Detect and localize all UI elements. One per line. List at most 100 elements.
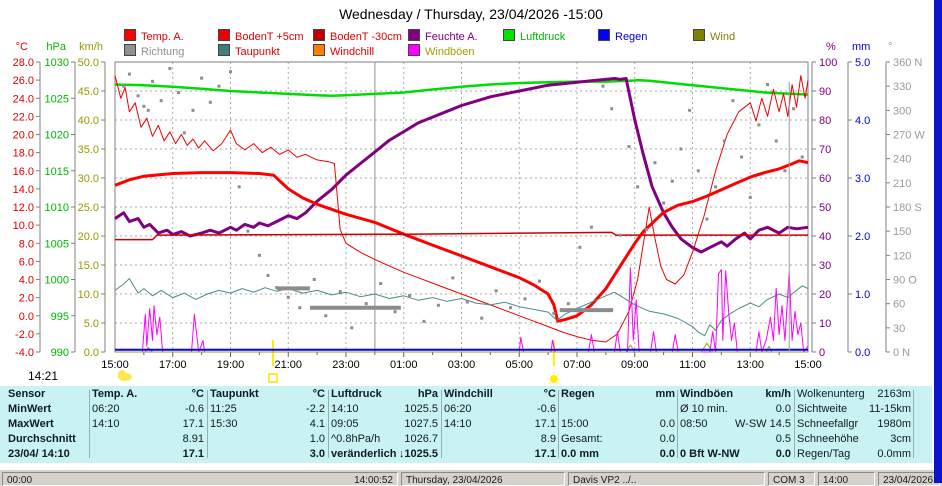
tick-label-direction: 270 W xyxy=(893,130,925,142)
table-section-luftdruck-row1: 09:05 1027.5 xyxy=(331,418,438,432)
cloud-icon xyxy=(118,370,126,378)
tick-label-temp: 20.0 xyxy=(13,130,34,142)
tick-label-direction: 150 xyxy=(893,226,911,238)
tick-label-wind: 40.0 xyxy=(78,115,99,127)
legend-label: Regen xyxy=(615,31,648,43)
table-section-windb-en-row2: 0.5 xyxy=(680,433,791,447)
series-richtung-dot xyxy=(740,155,744,159)
series-richtung-dot xyxy=(748,195,752,199)
table-section-temp-a--header-value: °C xyxy=(191,388,204,400)
table-section-regen-header-value: mm xyxy=(655,388,675,400)
tick-label-direction: 120 xyxy=(893,250,911,262)
table-section-extra-row0-label: Wolkenunterg xyxy=(797,388,865,400)
table-section-windb-en-row1-label: 08:50 xyxy=(680,418,708,430)
series-richtung-dot xyxy=(670,179,674,183)
tick-label-temp: 6.0 xyxy=(19,256,34,268)
table-divider xyxy=(913,390,914,458)
tick-label-temp: 4.0 xyxy=(19,275,34,287)
legend-item-wind[interactable]: Wind xyxy=(693,29,735,43)
tick-label-wind: 30.0 xyxy=(78,173,99,185)
tick-label-temp: 10.0 xyxy=(13,220,34,232)
legend-item-taupunkt[interactable]: Taupunkt xyxy=(218,44,280,58)
legend-item-temp-a-[interactable]: Temp. A. xyxy=(124,29,184,43)
legend-label: Temp. A. xyxy=(141,31,184,43)
legend-label: BodenT -30cm xyxy=(330,31,402,43)
legend-swatch xyxy=(598,29,610,41)
x-tick-label: 15:00 xyxy=(101,359,129,371)
series-richtung-dot xyxy=(298,306,302,310)
tick-label-wind: 0.0 xyxy=(84,347,99,359)
legend-item-luftdruck[interactable]: Luftdruck xyxy=(503,29,565,43)
table-section-temp-a--row3-value: 17.1 xyxy=(182,448,204,460)
series-richtung-dot xyxy=(783,169,787,173)
sun-icon xyxy=(549,375,558,383)
series-richtung-dot xyxy=(636,185,640,189)
weather-chart[interactable]: 28.0 26.0 24.0 22.0 20.0 18.0 16.0 14.0 12.0 10.0… xyxy=(0,0,942,400)
table-section-luftdruck-row0: 14:10 1025.5 xyxy=(331,403,438,417)
tick-label-direction: 180 S xyxy=(893,202,922,214)
tick-label-rain: 5.0 xyxy=(855,57,870,69)
tick-label-wind: 25.0 xyxy=(78,202,99,214)
table-section-windchill-header: Windchill °C xyxy=(444,388,556,402)
table-section-windb-en-row2-value: 0.5 xyxy=(775,433,791,445)
table-divider xyxy=(677,390,678,458)
tick-label-pressure: 1015 xyxy=(45,166,69,178)
table-section-extra-row4: Regen/Tag 0.0mm xyxy=(797,448,911,462)
tick-label-direction: 330 xyxy=(893,81,911,93)
table-section-windb-en-row1: 08:50 W-SW 14.5 xyxy=(680,418,791,432)
x-tick-label: 19:00 xyxy=(217,359,245,371)
tick-label-wind: 50.0 xyxy=(78,57,99,69)
table-section-extra-row0: Wolkenunterg 2163m xyxy=(797,388,911,402)
series-richtung-dot xyxy=(705,217,709,221)
tick-label-wind: 45.0 xyxy=(78,86,99,98)
series-bodent-5cm xyxy=(114,75,809,343)
series-richtung-dot xyxy=(688,108,692,112)
series-richtung-dot xyxy=(286,295,290,299)
legend-item-bodent-30cm[interactable]: BodenT -30cm xyxy=(313,29,402,43)
table-section-windb-en-header: Windböen km/h xyxy=(680,388,791,402)
table-section-regen-row3: 0.0 mm 0.0 xyxy=(561,448,675,462)
table-section-windchill-header-label: Windchill xyxy=(444,388,493,400)
tick-label-temp: -4.0 xyxy=(15,347,34,359)
x-tick-label: 23:00 xyxy=(332,359,360,371)
x-tick-label: 09:00 xyxy=(621,359,649,371)
tick-label-humidity: 90 xyxy=(819,86,831,98)
table-section-regen-row1-value: 0.0 xyxy=(659,418,675,430)
sun-ray xyxy=(557,373,560,376)
legend-swatch xyxy=(124,29,136,41)
table-divider xyxy=(794,390,795,458)
legend-swatch xyxy=(218,29,230,41)
tick-label-temp: 16.0 xyxy=(13,166,34,178)
table-section-temp-a--row2: 8.91 xyxy=(92,433,204,447)
legend-item-windchill[interactable]: Windchill xyxy=(313,44,374,58)
x-tick-label: 13:00 xyxy=(736,359,764,371)
legend-item-bodent-5cm[interactable]: BodenT +5cm xyxy=(218,29,304,43)
legend-label: Richtung xyxy=(141,46,185,58)
table-section-taupunkt-row0-label: 11:25 xyxy=(210,403,237,415)
series-richtung-dot xyxy=(408,294,412,298)
legend-item-richtung[interactable]: Richtung xyxy=(124,44,185,58)
table-section-regen-row3-label: 0.0 mm xyxy=(561,448,599,460)
legend-item-windb-en[interactable]: Windböen xyxy=(408,44,475,58)
tick-label-temp: 2.0 xyxy=(19,293,34,305)
sun-ray xyxy=(548,382,551,385)
series-richtung-dot xyxy=(182,131,186,135)
table-section-temp-a--row0-value: -0.6 xyxy=(185,403,204,415)
chart-title: Wednesday / Thursday, 23/04/2026 -15:00 xyxy=(339,6,603,22)
series-richtung-dot xyxy=(237,185,241,189)
legend-item-feuchte-a-[interactable]: Feuchte A. xyxy=(408,29,478,43)
table-section-regen-row0 xyxy=(561,403,675,417)
x-tick-label: 21:00 xyxy=(274,359,302,371)
series-richtung-dot xyxy=(662,201,666,205)
series-richtung-dot xyxy=(266,273,270,277)
table-section-regen-row2: Gesamt: 0.0 xyxy=(561,433,675,447)
table-section-windchill-row0-label: 06:20 xyxy=(444,403,472,415)
legend-item-regen[interactable]: Regen xyxy=(598,29,648,43)
legend-swatch xyxy=(313,44,325,56)
legend-swatch xyxy=(503,29,515,41)
table-section-extra-row0-value: 2163m xyxy=(877,388,911,400)
series-richtung-dot xyxy=(168,66,172,70)
tick-label-temp: 22.0 xyxy=(13,111,34,123)
tick-label-direction: 300 xyxy=(893,105,911,117)
table-section-taupunkt-row1-value: 4.1 xyxy=(309,418,325,430)
